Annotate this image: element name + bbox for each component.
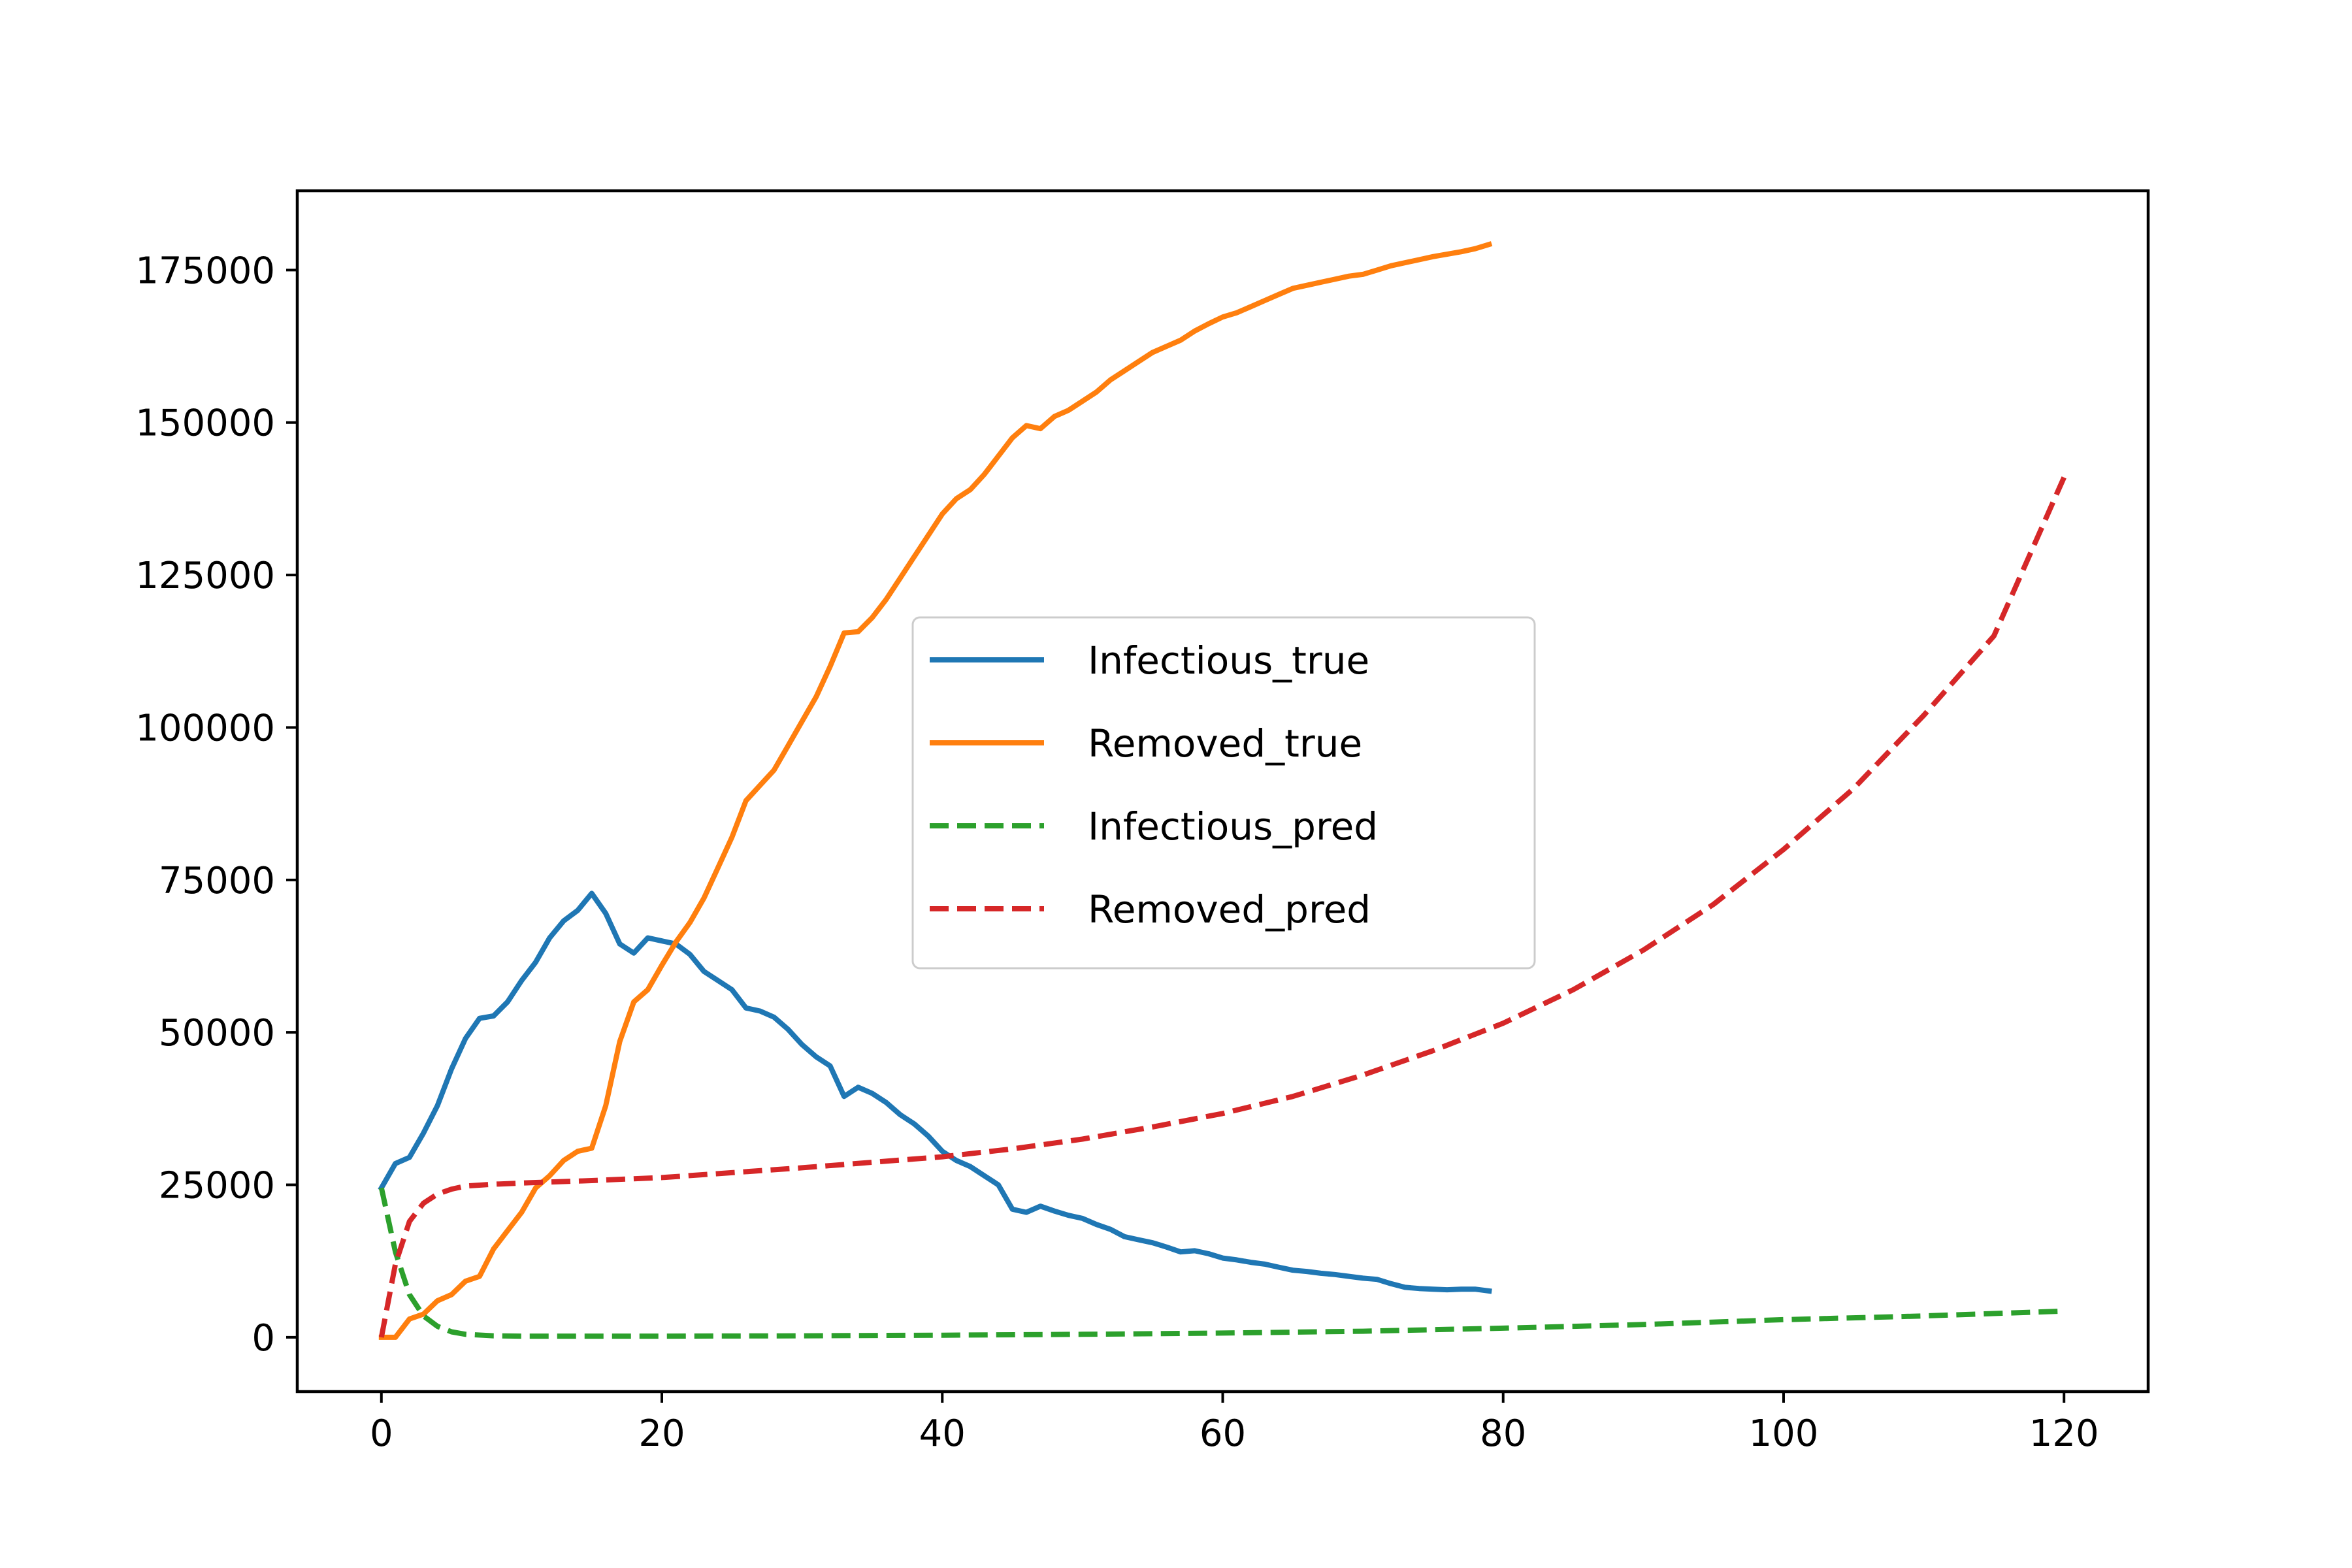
y-tick-label: 0 [252,1317,275,1360]
x-tick-label: 80 [1480,1413,1526,1455]
x-tick-label: 0 [370,1413,393,1455]
series-line-removed-true [378,241,1493,1340]
y-tick-label: 150000 [135,402,275,445]
legend: Infectious_true Removed_true Infectious_pr… [911,616,1536,970]
legend-label: Infectious_true [1088,638,1369,683]
series-line-infectious-true [378,890,1492,1294]
legend-label: Infectious_pred [1088,804,1378,849]
x-tick-label: 60 [1200,1413,1246,1455]
y-tick-label: 50000 [159,1012,275,1054]
y-tick-label: 125000 [135,555,275,597]
legend-label: Removed_pred [1088,887,1371,932]
series-line-infectious-pred [378,1187,2065,1339]
y-tick-label: 75000 [159,860,275,902]
y-tick-label: 25000 [159,1165,275,1207]
y-tick-label: 175000 [135,250,275,292]
legend-label: Removed_true [1088,721,1362,766]
y-tick-label: 100000 [135,707,275,749]
legend-box [911,616,1536,970]
series-line-removed-pred [378,476,2066,1338]
x-tick-label: 20 [638,1413,685,1455]
x-tick-label: 40 [919,1413,966,1455]
x-tick-label: 100 [1749,1413,1819,1455]
x-tick-label: 120 [2029,1413,2099,1455]
